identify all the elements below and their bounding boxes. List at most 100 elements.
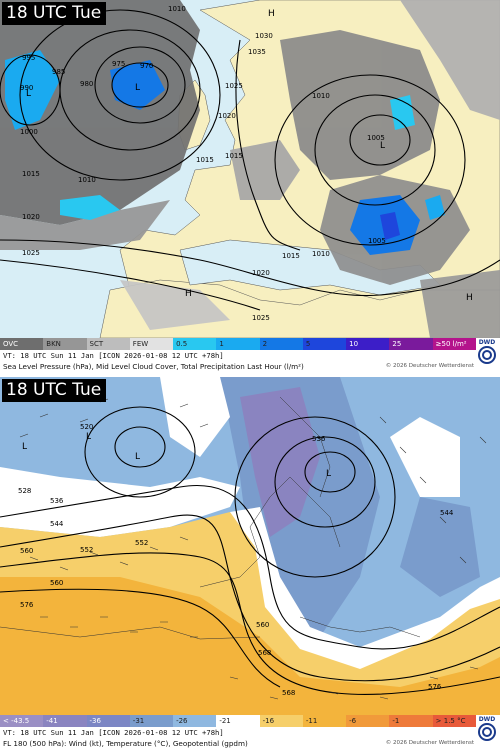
high-center: H xyxy=(268,9,275,19)
isobar-label: 970 xyxy=(140,62,153,70)
precipitation xyxy=(5,50,445,255)
legend-cell: -36 xyxy=(86,715,130,727)
legend-cell: -16 xyxy=(259,715,303,727)
low-center: L xyxy=(135,452,140,462)
legend-cell: -11 xyxy=(302,715,347,727)
surface-pressure-map: 1010 995 985 980 975 970 990 1000 1015 1… xyxy=(0,0,500,338)
contour-label: 544 xyxy=(440,509,454,517)
contour-label: 552 xyxy=(135,539,148,547)
dwd-swirl-icon xyxy=(478,346,496,364)
isobar-label: 995 xyxy=(22,54,35,62)
legend-cell: -6 xyxy=(346,715,390,727)
legend-cell: ≥50 l/m² xyxy=(432,338,476,350)
isobar-label: 1010 xyxy=(312,250,330,258)
dwd-swirl-icon xyxy=(478,723,496,741)
isobar-label: 1015 xyxy=(22,170,40,178)
chart-description: FL 180 (500 hPa): Wind (kt), Temperature… xyxy=(3,739,248,748)
copyright-notice: © 2026 Deutscher Wetterdienst xyxy=(385,363,474,369)
legend-cell: 25 xyxy=(389,338,433,350)
contour-label: 552 xyxy=(80,546,93,554)
legend-cell: SCT xyxy=(86,338,130,350)
contour-label: 568 xyxy=(282,689,295,697)
isobar-label: 1000 xyxy=(20,128,38,136)
low-center: L xyxy=(22,442,27,452)
legend-cell: -26 xyxy=(173,715,217,727)
isobar-label: 1025 xyxy=(252,314,270,322)
pressure-centers: L L L L xyxy=(22,432,331,479)
legend-cell: -31 xyxy=(129,715,174,727)
chart-description: Sea Level Pressure (hPa), Mid Level Clou… xyxy=(3,362,304,371)
legend-cell: < -43.5 xyxy=(0,715,44,727)
contour-label: 528 xyxy=(18,487,31,495)
dwd-logo-text: DWD xyxy=(478,716,496,723)
isobar-label: 1015 xyxy=(196,156,214,164)
legend-cell: 1 xyxy=(216,338,260,350)
temperature-fill xyxy=(0,377,500,715)
isobar-label: 980 xyxy=(80,80,93,88)
isobar-label: 1030 xyxy=(255,32,273,40)
isobar-label: 1010 xyxy=(312,92,330,100)
low-center: L xyxy=(26,89,31,99)
low-center: L xyxy=(380,141,385,151)
isobar-label: 975 xyxy=(112,60,125,68)
precipitation-legend: OVC BKN SCT FEW 0.5 1 2 5 10 25 ≥50 l/m² xyxy=(0,338,476,350)
contour-label: 560 xyxy=(50,579,63,587)
contour-label: 536 xyxy=(312,435,326,443)
low-center: L xyxy=(135,83,140,93)
isobar-label: 1010 xyxy=(168,5,186,13)
geopotential-labels: 520 528 536 544 552 560 552 560 568 576 … xyxy=(18,423,454,697)
dwd-logo: DWD xyxy=(476,339,498,371)
isobar-label: 1025 xyxy=(225,82,243,90)
contour-label: 576 xyxy=(428,683,442,691)
panel-divider xyxy=(0,373,500,377)
legend-cell: > 1.5 °C xyxy=(432,715,476,727)
isobar-label: 1015 xyxy=(225,152,243,160)
isobar-label: 1020 xyxy=(252,269,270,277)
upper-air-map: 520 528 536 544 552 560 552 560 568 576 … xyxy=(0,377,500,715)
high-center: H xyxy=(466,293,473,303)
legend-cell: 0.5 xyxy=(173,338,217,350)
valid-time-info: VT: 18 UTC Sun 11 Jan [ICON 2026-01-08 1… xyxy=(3,728,224,737)
high-center: H xyxy=(185,289,192,299)
legend-cell: 10 xyxy=(346,338,390,350)
pressure-centers: L L L H H H xyxy=(26,9,473,303)
cloud-cover xyxy=(0,0,500,338)
dwd-logo-text: DWD xyxy=(478,339,496,346)
isobar-label: 1005 xyxy=(368,237,386,245)
isobar-label: 1005 xyxy=(367,134,385,142)
isobar-labels: 1010 995 985 980 975 970 990 1000 1015 1… xyxy=(20,5,386,322)
isobar-label: 1015 xyxy=(282,252,300,260)
legend-cell: -1 xyxy=(389,715,433,727)
low-center: L xyxy=(86,432,91,442)
legend-cell: 2 xyxy=(259,338,303,350)
isobar-label: 1010 xyxy=(78,176,96,184)
dwd-logo: DWD xyxy=(476,716,498,748)
legend-cell: 5 xyxy=(302,338,347,350)
contour-label: 576 xyxy=(20,601,34,609)
legend-cell: -41 xyxy=(43,715,87,727)
valid-time-label: 18 UTC Tue xyxy=(2,379,107,402)
contour-label: 544 xyxy=(50,520,64,528)
copyright-notice: © 2026 Deutscher Wetterdienst xyxy=(385,740,474,746)
isobar-label: 1020 xyxy=(218,112,236,120)
isobar-label: 1035 xyxy=(248,48,266,56)
contour-label: 560 xyxy=(20,547,33,555)
contour-label: 520 xyxy=(80,423,93,431)
legend-cell: FEW xyxy=(129,338,174,350)
valid-time-label: 18 UTC Tue xyxy=(2,2,107,25)
valid-time-info: VT: 18 UTC Sun 11 Jan [ICON 2026-01-08 1… xyxy=(3,351,224,360)
contour-label: 568 xyxy=(258,649,271,657)
isobar-label: 985 xyxy=(52,68,65,76)
isobar-label: 1025 xyxy=(22,249,40,257)
low-center: L xyxy=(326,469,331,479)
isobar-label: 1020 xyxy=(22,213,40,221)
contour-label: 536 xyxy=(50,497,64,505)
temperature-legend: < -43.5 -41 -36 -31 -26 -21 -16 -11 -6 -1 > 1.5 °C xyxy=(0,715,476,727)
isobars xyxy=(0,9,500,311)
bottom-map-panel: 520 528 536 544 552 560 552 560 568 576 … xyxy=(0,377,500,750)
isobar-label: 990 xyxy=(20,84,33,92)
top-map-panel: 1010 995 985 980 975 970 990 1000 1015 1… xyxy=(0,0,500,373)
legend-cell: OVC xyxy=(0,338,44,350)
legend-cell: BKN xyxy=(43,338,87,350)
legend-cell: -21 xyxy=(216,715,260,727)
